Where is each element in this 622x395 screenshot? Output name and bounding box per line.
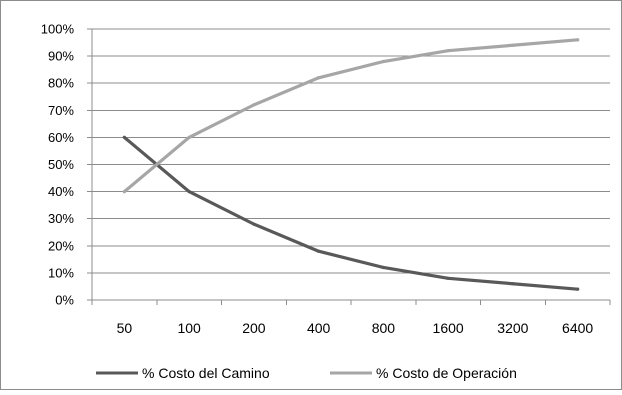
x-axis-tick-labels: 50 100 200 400 800 1600 3200 6400 xyxy=(117,320,594,336)
y-tick-label: 60% xyxy=(48,130,74,145)
x-tick-label: 1600 xyxy=(433,320,464,336)
x-tick-label: 3200 xyxy=(497,320,528,336)
x-tick-label: 200 xyxy=(242,320,266,336)
y-tick-label: 30% xyxy=(48,211,74,226)
x-tick-label: 50 xyxy=(117,320,133,336)
axes xyxy=(87,28,611,305)
data-point xyxy=(187,135,191,139)
legend-label: % Costo del Camino xyxy=(142,365,270,381)
y-tick-label: 90% xyxy=(48,49,74,64)
data-point xyxy=(317,76,321,80)
data-point xyxy=(576,38,580,42)
y-tick-label: 0% xyxy=(55,293,74,308)
y-tick-label: 10% xyxy=(48,265,74,280)
data-point xyxy=(381,59,385,64)
legend-label: % Costo de Operación xyxy=(376,365,517,381)
x-tick-label: 400 xyxy=(307,320,331,336)
series-lines xyxy=(122,38,580,291)
y-tick-label: 100% xyxy=(41,22,75,37)
data-point xyxy=(122,190,126,194)
data-point xyxy=(446,276,450,280)
data-point xyxy=(252,103,256,107)
x-tick-label: 800 xyxy=(372,320,396,336)
data-point xyxy=(187,190,191,194)
data-point xyxy=(122,135,126,139)
data-point xyxy=(576,287,580,291)
gridlines xyxy=(92,28,610,274)
data-point xyxy=(446,49,450,53)
y-tick-label: 70% xyxy=(48,103,74,118)
data-point xyxy=(511,282,515,286)
data-point xyxy=(252,222,256,226)
y-tick-label: 50% xyxy=(48,157,74,172)
legend: % Costo del Camino % Costo de Operación xyxy=(96,365,517,381)
y-tick-label: 40% xyxy=(48,184,74,199)
series-line-2 xyxy=(122,38,580,194)
y-axis-tick-labels: 0% 10% 20% 30% 40% 50% 60% 70% 80% 90% 100% xyxy=(41,22,75,308)
series-line-1 xyxy=(122,135,580,291)
x-tick-label: 100 xyxy=(177,320,201,336)
data-point xyxy=(317,249,321,253)
data-point xyxy=(381,265,385,270)
data-point xyxy=(511,43,515,47)
y-tick-label: 20% xyxy=(48,238,74,253)
y-tick-label: 80% xyxy=(48,76,74,91)
x-tick-label: 6400 xyxy=(562,320,593,336)
